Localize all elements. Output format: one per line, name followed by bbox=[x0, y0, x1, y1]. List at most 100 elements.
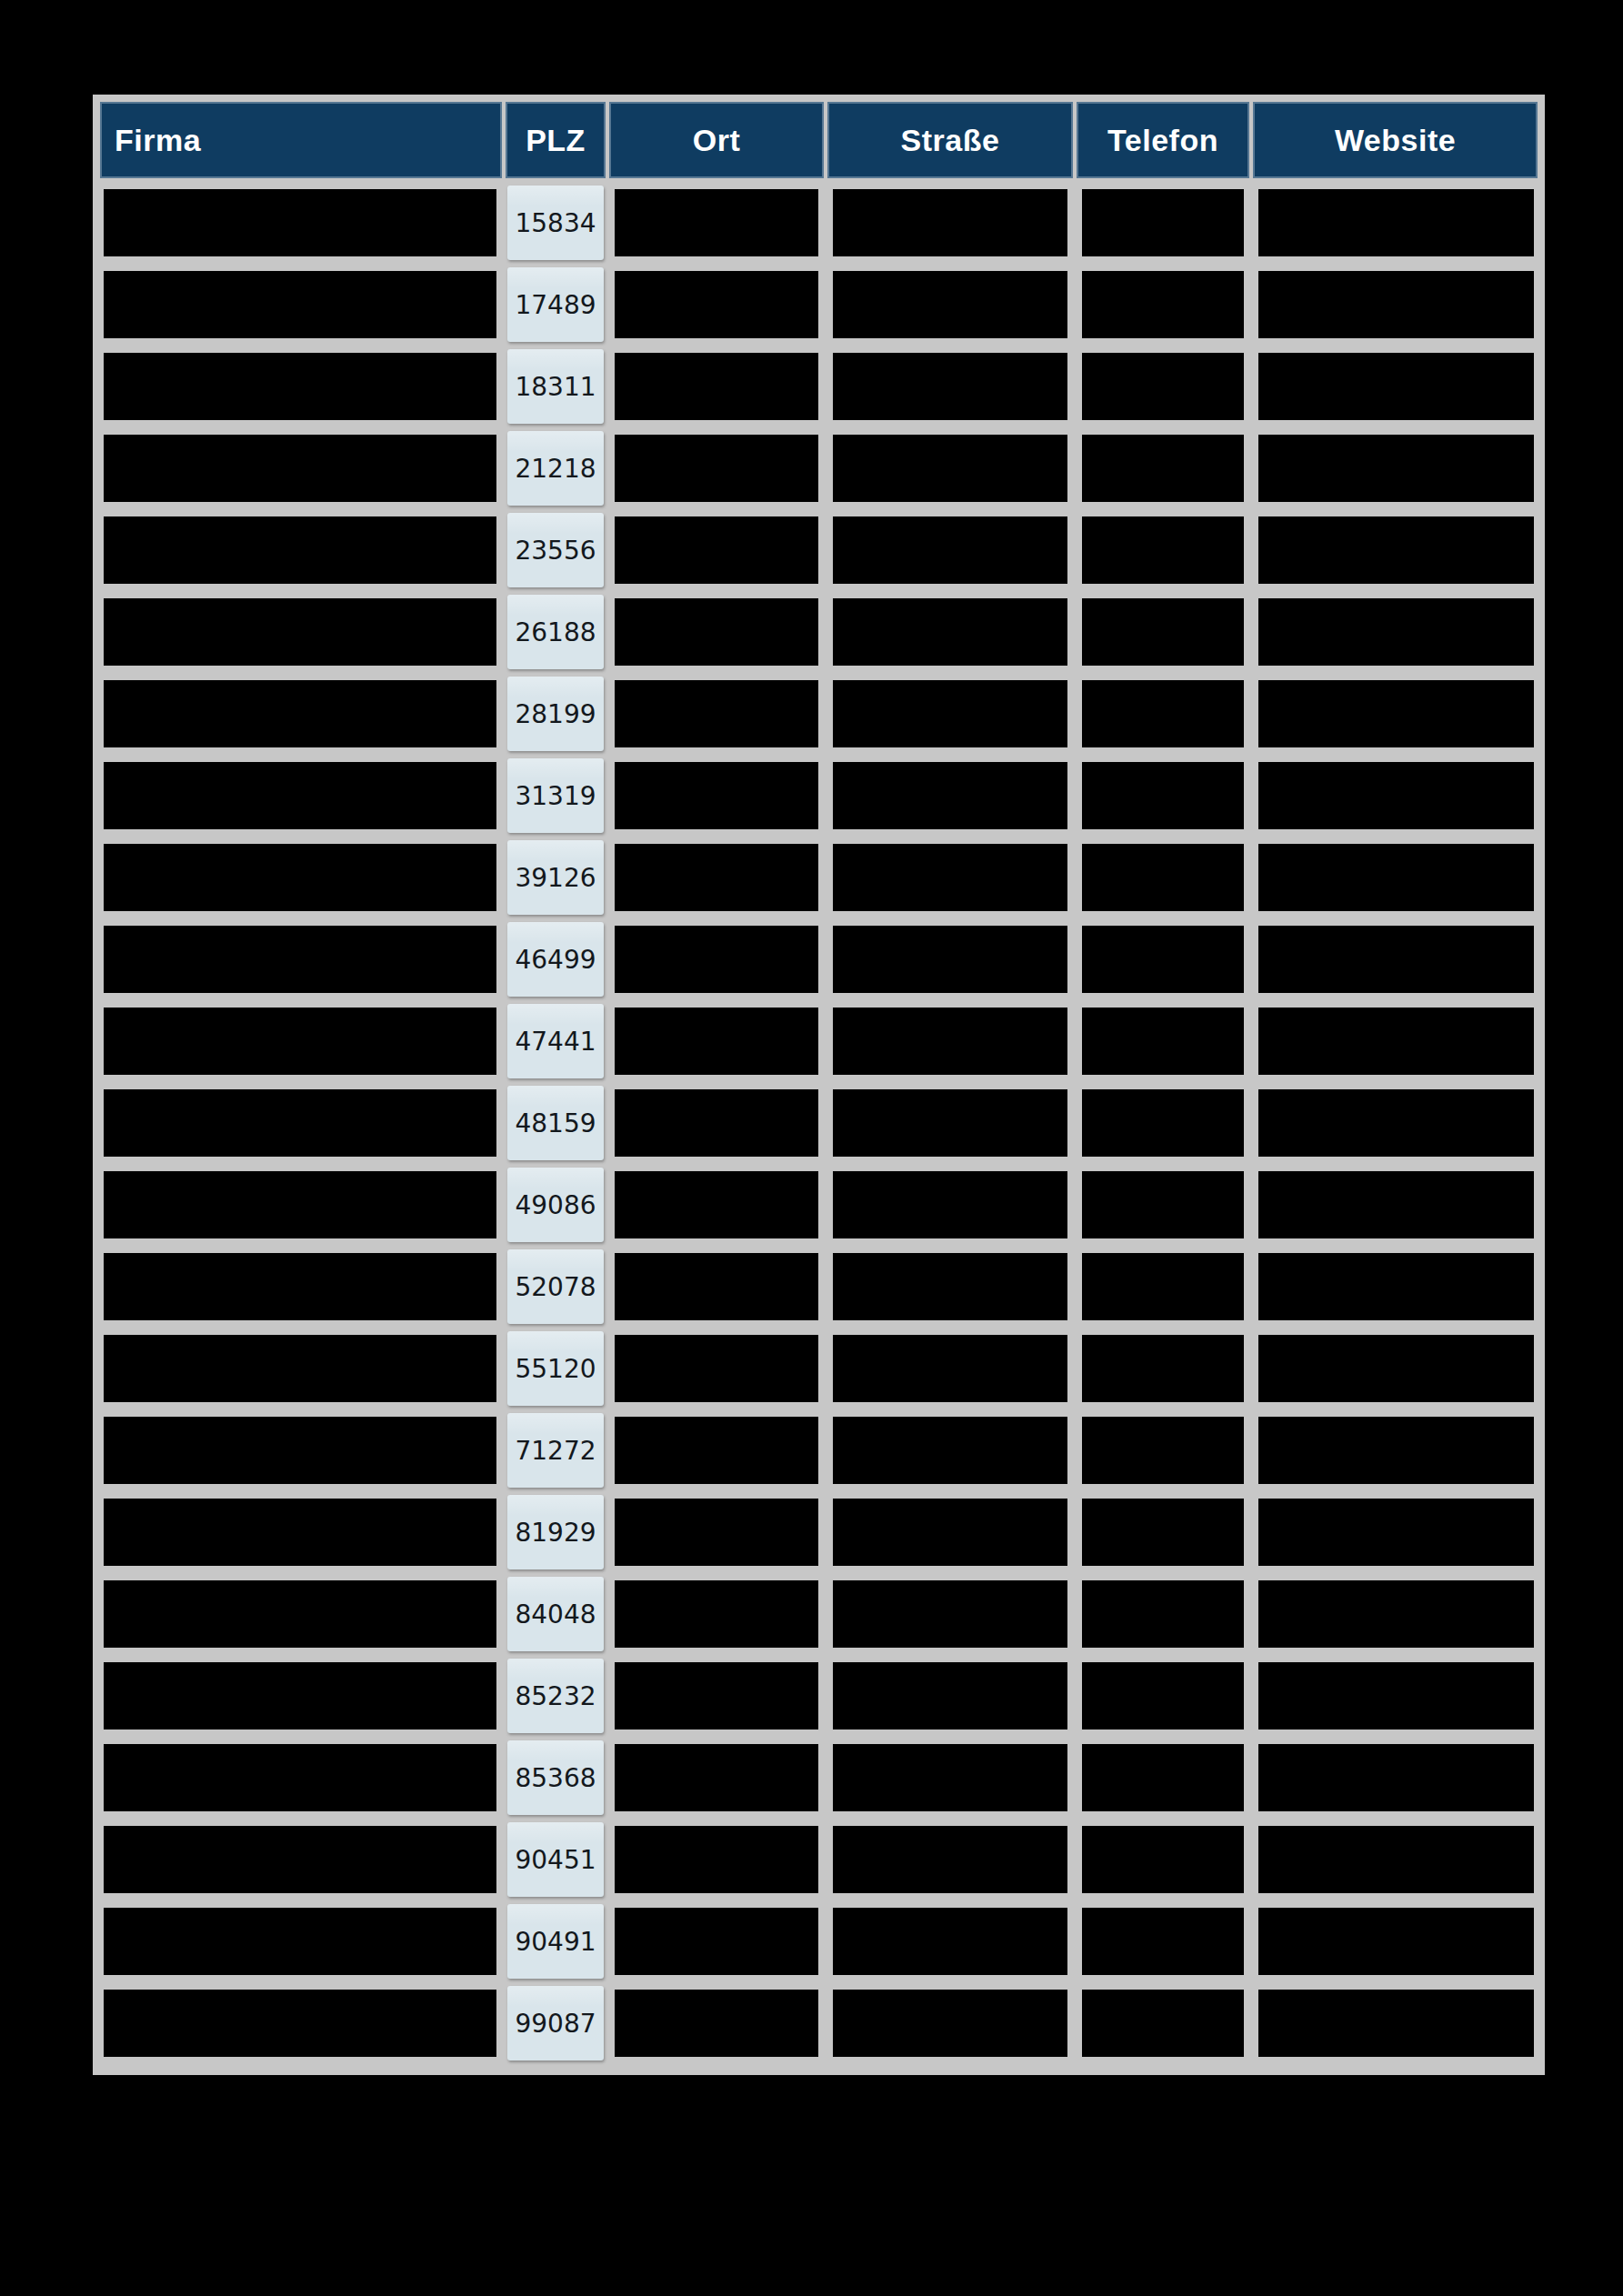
cell-ort-redacted bbox=[615, 680, 818, 747]
cell-strasse-redacted bbox=[833, 598, 1067, 666]
cell-strasse-redacted bbox=[833, 1826, 1067, 1893]
cell-ort-redacted bbox=[615, 1662, 818, 1730]
cell-strasse-redacted bbox=[833, 353, 1067, 420]
cell-ort-redacted bbox=[615, 1008, 818, 1075]
column-header-ort: Ort bbox=[609, 102, 824, 178]
cell-firma-redacted bbox=[104, 680, 496, 747]
cell-telefon-redacted bbox=[1082, 1744, 1244, 1811]
cell-plz: 17489 bbox=[507, 267, 604, 342]
cell-firma-redacted bbox=[104, 1662, 496, 1730]
column-header-telefon: Telefon bbox=[1077, 102, 1249, 178]
cell-ort-redacted bbox=[615, 1826, 818, 1893]
cell-website-redacted bbox=[1258, 353, 1534, 420]
cell-plz: 71272 bbox=[507, 1413, 604, 1488]
cell-telefon-redacted bbox=[1082, 1335, 1244, 1402]
cell-firma-redacted bbox=[104, 271, 496, 338]
cell-website-redacted bbox=[1258, 844, 1534, 911]
cell-strasse-redacted bbox=[833, 189, 1067, 256]
cell-telefon-redacted bbox=[1082, 1089, 1244, 1157]
cell-strasse-redacted bbox=[833, 435, 1067, 502]
cell-firma-redacted bbox=[104, 1253, 496, 1320]
column-header-website: Website bbox=[1253, 102, 1538, 178]
cell-firma-redacted bbox=[104, 435, 496, 502]
cell-plz: 39126 bbox=[507, 840, 604, 915]
cell-plz: 21218 bbox=[507, 431, 604, 506]
cell-plz: 26188 bbox=[507, 595, 604, 669]
cell-firma-redacted bbox=[104, 516, 496, 584]
cell-website-redacted bbox=[1258, 1171, 1534, 1238]
cell-firma-redacted bbox=[104, 1499, 496, 1566]
cell-website-redacted bbox=[1258, 1089, 1534, 1157]
cell-plz: 81929 bbox=[507, 1495, 604, 1569]
cell-telefon-redacted bbox=[1082, 1908, 1244, 1975]
cell-telefon-redacted bbox=[1082, 1253, 1244, 1320]
cell-ort-redacted bbox=[615, 1253, 818, 1320]
cell-telefon-redacted bbox=[1082, 844, 1244, 911]
cell-ort-redacted bbox=[615, 1417, 818, 1484]
cell-website-redacted bbox=[1258, 1417, 1534, 1484]
cell-telefon-redacted bbox=[1082, 435, 1244, 502]
cell-strasse-redacted bbox=[833, 844, 1067, 911]
cell-firma-redacted bbox=[104, 926, 496, 993]
cell-ort-redacted bbox=[615, 926, 818, 993]
cell-strasse-redacted bbox=[833, 516, 1067, 584]
cell-plz: 84048 bbox=[507, 1577, 604, 1651]
cell-strasse-redacted bbox=[833, 1171, 1067, 1238]
cell-firma-redacted bbox=[104, 844, 496, 911]
cell-plz: 55120 bbox=[507, 1331, 604, 1406]
cell-strasse-redacted bbox=[833, 1499, 1067, 1566]
cell-strasse-redacted bbox=[833, 1089, 1067, 1157]
cell-ort-redacted bbox=[615, 1990, 818, 2057]
cell-telefon-redacted bbox=[1082, 680, 1244, 747]
cell-website-redacted bbox=[1258, 1335, 1534, 1402]
cell-ort-redacted bbox=[615, 598, 818, 666]
cell-ort-redacted bbox=[615, 435, 818, 502]
cell-strasse-redacted bbox=[833, 1335, 1067, 1402]
cell-plz: 99087 bbox=[507, 1986, 604, 2060]
cell-firma-redacted bbox=[104, 1335, 496, 1402]
cell-plz: 47441 bbox=[507, 1004, 604, 1078]
cell-website-redacted bbox=[1258, 1253, 1534, 1320]
cell-website-redacted bbox=[1258, 1908, 1534, 1975]
cell-website-redacted bbox=[1258, 762, 1534, 829]
cell-telefon-redacted bbox=[1082, 271, 1244, 338]
cell-plz: 49086 bbox=[507, 1168, 604, 1242]
cell-website-redacted bbox=[1258, 680, 1534, 747]
cell-telefon-redacted bbox=[1082, 1826, 1244, 1893]
cell-firma-redacted bbox=[104, 1580, 496, 1648]
cell-website-redacted bbox=[1258, 189, 1534, 256]
cell-plz: 90451 bbox=[507, 1822, 604, 1897]
cell-firma-redacted bbox=[104, 1908, 496, 1975]
cell-plz: 28199 bbox=[507, 677, 604, 751]
column-header-firma: Firma bbox=[100, 102, 502, 178]
cell-firma-redacted bbox=[104, 189, 496, 256]
cell-plz: 85232 bbox=[507, 1659, 604, 1733]
cell-ort-redacted bbox=[615, 1908, 818, 1975]
cell-strasse-redacted bbox=[833, 1417, 1067, 1484]
cell-telefon-redacted bbox=[1082, 1580, 1244, 1648]
cell-strasse-redacted bbox=[833, 1580, 1067, 1648]
cell-telefon-redacted bbox=[1082, 516, 1244, 584]
cell-telefon-redacted bbox=[1082, 762, 1244, 829]
cell-strasse-redacted bbox=[833, 271, 1067, 338]
cell-plz: 18311 bbox=[507, 349, 604, 424]
cell-plz: 52078 bbox=[507, 1249, 604, 1324]
cell-ort-redacted bbox=[615, 271, 818, 338]
cell-plz: 15834 bbox=[507, 185, 604, 260]
cell-plz: 90491 bbox=[507, 1904, 604, 1979]
cell-ort-redacted bbox=[615, 762, 818, 829]
cell-website-redacted bbox=[1258, 598, 1534, 666]
cell-ort-redacted bbox=[615, 844, 818, 911]
cell-firma-redacted bbox=[104, 1990, 496, 2057]
cell-telefon-redacted bbox=[1082, 1499, 1244, 1566]
cell-strasse-redacted bbox=[833, 680, 1067, 747]
cell-firma-redacted bbox=[104, 1008, 496, 1075]
cell-website-redacted bbox=[1258, 1662, 1534, 1730]
cell-firma-redacted bbox=[104, 1826, 496, 1893]
cell-telefon-redacted bbox=[1082, 1990, 1244, 2057]
cell-plz: 46499 bbox=[507, 922, 604, 997]
company-table: Firma PLZ Ort Straße Telefon Website 158… bbox=[93, 95, 1545, 2075]
cell-ort-redacted bbox=[615, 1744, 818, 1811]
cell-telefon-redacted bbox=[1082, 1171, 1244, 1238]
cell-strasse-redacted bbox=[833, 1908, 1067, 1975]
